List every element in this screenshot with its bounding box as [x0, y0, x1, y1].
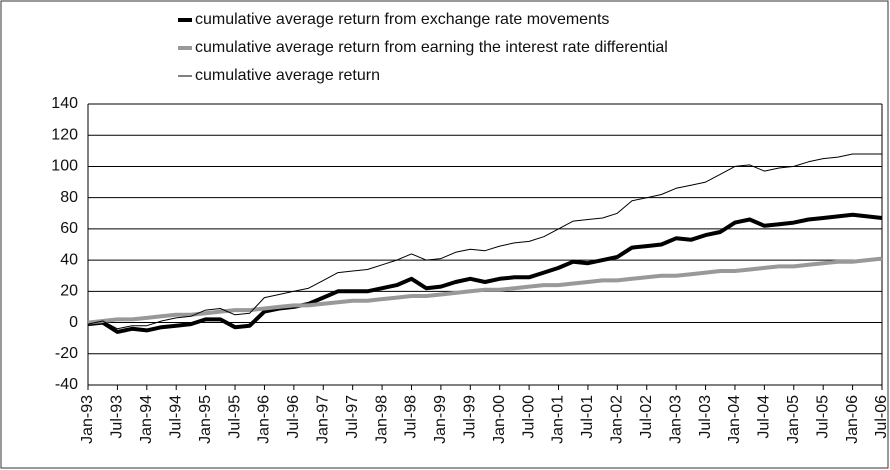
- x-tick-label: Jan-94: [138, 395, 155, 444]
- x-tick-label: Jul-99: [462, 395, 479, 439]
- x-tick-label: Jan-96: [256, 395, 273, 444]
- x-tick-label: Jul-95: [226, 395, 243, 439]
- x-tick-label: Jan-01: [550, 395, 567, 444]
- x-tick-label: Jul-97: [344, 395, 361, 439]
- y-tick-label: -20: [55, 345, 78, 362]
- x-tick-label: Jul-06: [873, 395, 890, 439]
- series-line: [87, 153, 882, 330]
- y-tick-label: 60: [60, 220, 78, 237]
- x-tick-label: Jan-04: [726, 395, 743, 444]
- x-tick-label: Jan-95: [197, 395, 214, 444]
- y-tick-label: -40: [55, 376, 78, 393]
- x-tick-label: Jul-04: [756, 395, 773, 439]
- legend-label: cumulative average return: [195, 67, 380, 84]
- x-tick-label: Jan-03: [667, 395, 684, 444]
- x-tick-label: Jan-97: [314, 395, 331, 444]
- x-tick-label: Jul-93: [109, 395, 126, 439]
- x-tick-label: Jan-99: [432, 395, 449, 444]
- y-tick-label: 80: [60, 189, 78, 206]
- x-tick-label: Jul-98: [403, 395, 420, 439]
- x-tick-label: Jan-02: [609, 395, 626, 444]
- y-tick-label: 120: [51, 126, 78, 143]
- legend-label: cumulative average return from earning t…: [195, 39, 668, 56]
- series-line: [87, 256, 883, 325]
- x-tick-label: Jul-96: [285, 395, 302, 439]
- x-tick-label: Jul-05: [814, 395, 831, 439]
- x-tick-label: Jul-00: [520, 395, 537, 439]
- x-tick-label: Jan-05: [785, 395, 802, 444]
- x-tick-label: Jul-94: [167, 395, 184, 439]
- x-tick-label: Jan-93: [79, 395, 96, 444]
- y-tick-label: 0: [69, 314, 78, 331]
- x-tick-label: Jul-01: [579, 395, 596, 439]
- x-tick-label: Jan-00: [491, 395, 508, 444]
- y-tick-label: 20: [60, 283, 78, 300]
- x-tick-label: Jul-02: [638, 395, 655, 439]
- x-tick-label: Jan-98: [373, 395, 390, 444]
- y-tick-label: 140: [51, 95, 78, 112]
- y-tick-label: 40: [60, 251, 78, 268]
- x-tick-label: Jan-06: [844, 395, 861, 444]
- legend-label: cumulative average return from exchange …: [195, 11, 609, 28]
- x-tick-label: Jul-03: [697, 395, 714, 439]
- y-tick-label: 100: [51, 158, 78, 175]
- series-line: [87, 212, 883, 334]
